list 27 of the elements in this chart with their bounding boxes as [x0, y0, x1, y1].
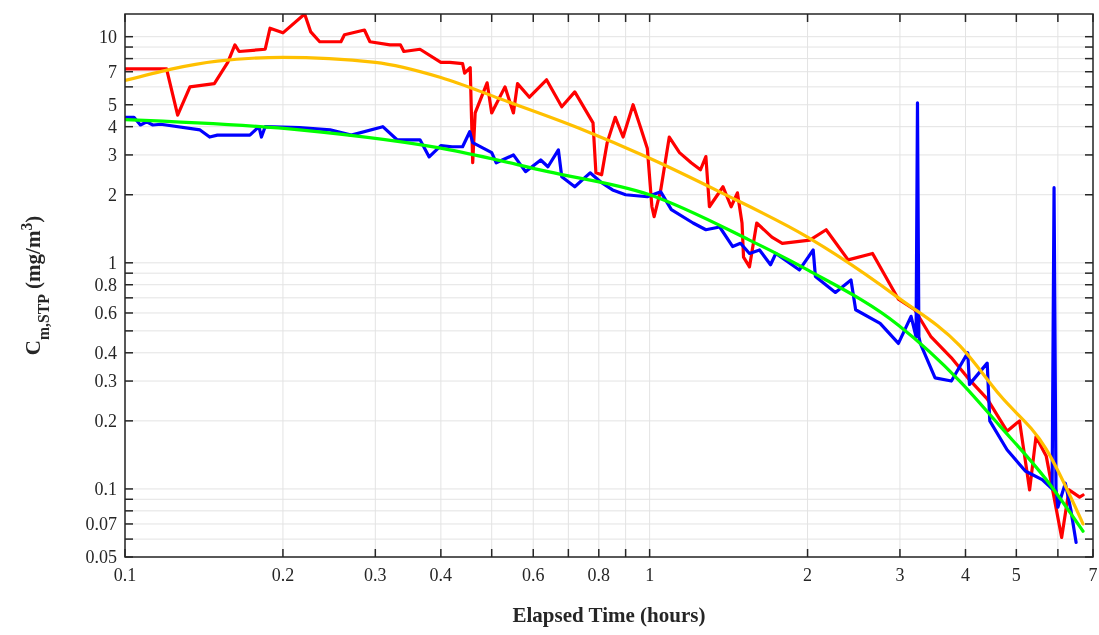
x-tick-label: 1 [645, 565, 655, 585]
y-tick-label: 0.4 [94, 343, 117, 364]
y-tick-label: 0.2 [94, 411, 117, 432]
y-tick-label: 2 [108, 185, 117, 206]
y-tick-label: 3 [108, 145, 117, 166]
y-tick-label: 4 [108, 116, 117, 137]
y-tick-label: 0.3 [94, 371, 117, 392]
x-axis-title: Elapsed Time (hours) [512, 603, 706, 627]
y-tick-label: 0.07 [85, 514, 117, 535]
x-tick-label: 5 [1011, 565, 1021, 585]
y-tick-label: 10 [99, 27, 117, 47]
x-tick-label: 0.3 [364, 565, 387, 585]
x-tick-label: 4 [960, 565, 970, 585]
y-tick-label: 0.6 [94, 303, 117, 324]
x-tick-label: 0.2 [271, 565, 295, 585]
y-tick-label: 0.8 [94, 275, 117, 296]
x-tick-label: 3 [895, 565, 905, 585]
y-tick-label: 0.05 [85, 547, 117, 568]
y-tick-label: 5 [108, 95, 117, 116]
x-tick-label: 0.4 [429, 565, 453, 585]
x-tick-label: 0.6 [521, 565, 545, 585]
x-tick-label: 7 [1088, 565, 1098, 585]
x-tick-label: 2 [803, 565, 813, 585]
x-tick-label: 0.8 [587, 565, 611, 585]
y-tick-label: 7 [108, 62, 117, 83]
y-tick-label: 1 [108, 253, 117, 274]
y-tick-label: 0.1 [94, 479, 117, 500]
